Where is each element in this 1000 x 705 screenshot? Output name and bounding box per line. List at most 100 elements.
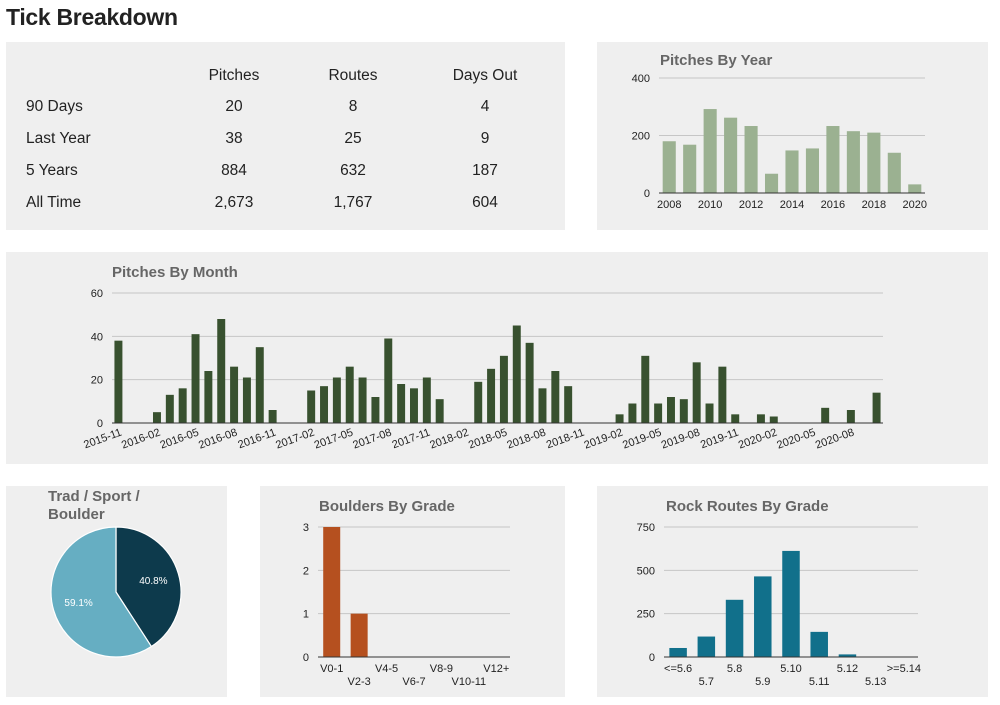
pie-title-line: Trad / Sport /	[48, 488, 140, 505]
bar	[887, 152, 901, 193]
x-tick-label: 5.11	[809, 676, 830, 688]
x-tick-label: V8-9	[430, 663, 453, 675]
pitches-by-month-chart: Pitches By Month02040602015-112016-02201…	[82, 264, 883, 452]
bar	[551, 371, 560, 423]
x-tick-label: 2010	[698, 199, 722, 211]
bar	[217, 319, 226, 423]
bar	[846, 410, 855, 423]
pitches-by-month-panel: Pitches By Month 0 20 40 60 2015-11 2016-02 201…	[6, 252, 988, 464]
bar	[487, 368, 496, 423]
bar	[867, 132, 881, 193]
stat-routes: 1,767	[333, 194, 373, 211]
x-tick-label: 5.8	[727, 663, 742, 675]
pitches-by-year-panel: Pitches By Year 0 200 400 2008 2010 2012 2014 20…	[597, 42, 988, 230]
y-tick-label: 40	[91, 331, 103, 343]
x-tick-label: 2016-02	[120, 427, 162, 452]
bar	[628, 403, 637, 423]
x-tick-label: 2017-02	[274, 427, 316, 452]
pie-title-line: Boulder	[48, 506, 105, 523]
x-tick-label: V4-5	[375, 663, 398, 675]
bar	[255, 347, 264, 423]
x-tick-label: V2-3	[348, 676, 371, 688]
x-tick-label: 5.10	[780, 663, 801, 675]
trad-sport-boulder-chart: 40.8% 59.1%	[50, 526, 182, 658]
y-tick-label: 500	[637, 565, 655, 577]
bar	[826, 126, 840, 193]
bar	[782, 550, 800, 657]
chart-title: Pitches By Year	[660, 52, 772, 69]
x-tick-label: 2017-05	[313, 427, 355, 452]
bar	[435, 399, 444, 423]
bar	[422, 377, 431, 423]
bar	[615, 414, 624, 423]
bar	[152, 412, 161, 423]
x-tick-label: 2018-05	[467, 427, 509, 452]
bar	[703, 109, 717, 193]
y-tick-label: 0	[644, 188, 650, 200]
x-tick-label: 2018-02	[428, 427, 470, 452]
x-tick-label: 2015-11	[82, 427, 123, 452]
x-tick-label: 5.9	[755, 676, 770, 688]
y-tick-label: 0	[303, 652, 309, 664]
bar	[872, 392, 881, 423]
bar	[692, 362, 701, 423]
stats-row-90-days: 90 Days 20 8 4	[20, 91, 557, 123]
bar	[679, 399, 688, 423]
stat-routes: 8	[348, 98, 358, 115]
chart-title: Pitches By Month	[112, 264, 238, 281]
stats-row-all-time: All Time 2,673 1,767 604	[20, 187, 557, 219]
x-tick-label: 2018-08	[505, 427, 547, 452]
bar	[754, 576, 772, 657]
stats-panel: Pitches Routes Days Out 90 Days 20 8 4 L…	[6, 42, 565, 230]
stat-days-out: 604	[472, 194, 498, 211]
stats-table: Pitches Routes Days Out 90 Days 20 8 4 L…	[20, 60, 557, 219]
bar	[114, 340, 123, 423]
x-tick-label: V6-7	[402, 676, 425, 688]
bar	[764, 173, 779, 193]
row-label: 5 Years	[26, 162, 78, 179]
boulders-by-grade-chart: Boulders By Grade 0 1 2 3 V0-1 V2-3 V4-5 V6-7 V8-…	[303, 498, 510, 688]
stat-days-out: 4	[480, 98, 490, 115]
stats-corner-cell	[20, 60, 175, 91]
x-tick-label: >=5.14	[887, 663, 921, 675]
stats-row-5-years: 5 Years 884 632 187	[20, 155, 557, 187]
pie-slice-label: 40.8%	[139, 576, 167, 587]
x-tick-label: 2014	[780, 199, 804, 211]
y-tick-label: 3	[303, 522, 309, 534]
stat-pitches: 20	[225, 98, 243, 115]
y-tick-label: 250	[637, 609, 655, 621]
bar	[323, 527, 341, 657]
bar	[769, 416, 778, 423]
bar	[654, 403, 663, 423]
col-header-routes: Routes	[328, 66, 378, 84]
stat-pitches: 2,673	[214, 194, 254, 211]
row-label: 90 Days	[26, 98, 83, 115]
y-tick-label: 0	[649, 652, 655, 664]
chart-title: Rock Routes By Grade	[666, 498, 829, 515]
bar	[810, 631, 828, 657]
pie-chart-title: Trad / Sport / Boulder	[48, 488, 140, 524]
x-tick-label: 2012	[739, 199, 763, 211]
x-tick-label: 5.13	[865, 676, 886, 688]
bar	[268, 410, 277, 423]
stats-row-last-year: Last Year 38 25 9	[20, 123, 557, 155]
x-tick-label: V10-11	[452, 676, 487, 688]
bar	[756, 414, 765, 423]
bar	[564, 386, 573, 423]
bar	[350, 613, 368, 657]
bar	[718, 366, 727, 423]
x-tick-label: 2019-11	[699, 427, 740, 452]
bar	[821, 407, 830, 423]
bar	[744, 126, 758, 193]
x-tick-label: 2017-08	[351, 427, 393, 452]
y-tick-label: 200	[632, 131, 650, 143]
bar	[191, 334, 200, 423]
bar	[230, 366, 239, 423]
x-tick-label: 2019-08	[660, 427, 702, 452]
x-tick-label: <=5.6	[664, 663, 692, 675]
rock-routes-by-grade-chart: Rock Routes By Grade 0 250 500 750 <=5.6 5.7 5.…	[637, 498, 921, 688]
x-tick-label: 5.7	[699, 676, 714, 688]
bar	[724, 117, 738, 193]
col-header-pitches: Pitches	[208, 66, 260, 84]
x-tick-label: 2018-11	[545, 427, 586, 452]
